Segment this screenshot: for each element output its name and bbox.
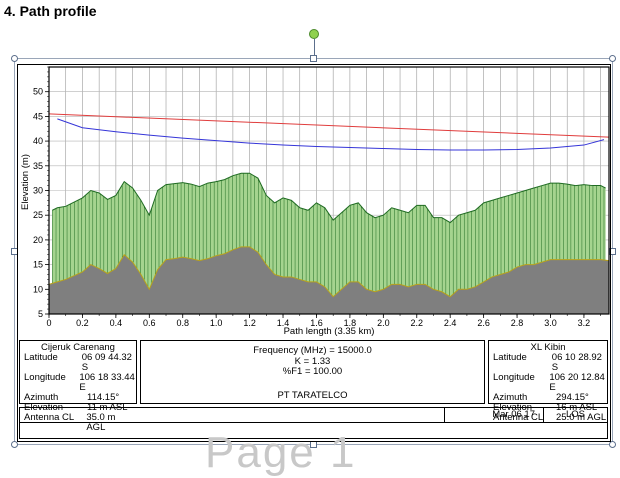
- link-parameters: Frequency (MHz) = 15000.0 K = 1.33 %F1 =…: [140, 340, 485, 404]
- x-tick-label: 2.4: [444, 318, 457, 328]
- x-tick-label: 3.0: [544, 318, 557, 328]
- resize-handle-top-right-icon[interactable]: [609, 55, 616, 62]
- site-right-info: XL Kibin Latitude 06 10 28.92 S Longitude 1…: [488, 340, 608, 423]
- site-left-row-key: Antenna CL: [24, 412, 75, 423]
- site-right-row-key: Longitude: [493, 372, 535, 383]
- y-tick-label: 15: [33, 260, 43, 270]
- rotation-handle-icon[interactable]: [309, 29, 319, 39]
- resize-handle-top-icon[interactable]: [310, 55, 317, 62]
- site-left-row-key: Azimuth: [24, 392, 59, 403]
- y-tick-label: 10: [33, 284, 43, 294]
- site-right-row: Latitude 06 10 28.92 S: [489, 353, 607, 373]
- site-left-row-value: 06 09 44.32 S: [81, 352, 132, 373]
- site-right-row-key: Azimuth: [493, 392, 528, 403]
- rotation-connector: [314, 39, 315, 58]
- y-tick-label: 50: [33, 87, 43, 97]
- title-block-date: Mar 06 17: [444, 407, 544, 423]
- plot-border: [48, 66, 610, 315]
- site-right-row: Azimuth 294.15°: [489, 393, 607, 403]
- terrain-line: [48, 246, 610, 298]
- x-tick-label: 1.6: [310, 318, 323, 328]
- x-tick-label: 3.2: [578, 318, 591, 328]
- title-block-cell-main: [19, 407, 445, 423]
- x-tick-label: 1.4: [277, 318, 290, 328]
- site-left-name: Cijeruk Carenang: [41, 342, 115, 353]
- y-tick-label: 5: [38, 309, 43, 319]
- y-axis-label: Elevation (m): [20, 154, 31, 210]
- chart-marks: [48, 113, 610, 314]
- site-right-row-value: 25.0 m AGL: [556, 412, 607, 423]
- section-heading: 4. Path profile: [4, 3, 97, 19]
- x-tick-label: 2.0: [377, 318, 390, 328]
- x-tick-label: 1.2: [243, 318, 256, 328]
- y-tick-label: 30: [33, 186, 43, 196]
- site-right-row-value: 06 10 28.92 S: [551, 352, 602, 373]
- site-left-row-value: 114.15°: [87, 392, 120, 403]
- x-tick-label: 0.6: [143, 318, 156, 328]
- x-tick-label: 0.4: [110, 318, 123, 328]
- x-tick-label: 2.6: [477, 318, 490, 328]
- site-left-row-value: 106 18 33.44 E: [79, 372, 135, 393]
- site-right-row: Antenna CL 25.0 m AGL: [489, 413, 607, 423]
- site-right-row-value: 106 20 12.84 E: [549, 372, 605, 393]
- line-of-sight: [48, 113, 610, 138]
- site-right-row: Longitude 106 20 12.84 E: [489, 373, 607, 393]
- x-tick-label: 0: [46, 318, 51, 328]
- resize-handle-bottom-right-icon[interactable]: [609, 441, 616, 448]
- site-right-row-value: 294.15°: [556, 392, 589, 403]
- site-right-name: XL Kibin: [530, 342, 566, 353]
- site-left-row-value: 35.0 m AGL: [86, 412, 116, 433]
- title-block-type: LOS: [543, 407, 608, 423]
- site-left-row: Antenna CL 35.0 m AGL: [20, 413, 136, 433]
- site-right-row-key: Latitude: [493, 352, 527, 363]
- y-tick-label: 45: [33, 111, 43, 121]
- x-tick-label: 2.2: [411, 318, 424, 328]
- site-left-row-key: Longitude: [24, 372, 66, 383]
- page-watermark: Page 1: [205, 428, 357, 477]
- fresnel-line: [57, 118, 605, 151]
- x-tick-label: 2.8: [511, 318, 524, 328]
- x-tick-label: 1.0: [210, 318, 223, 328]
- y-tick-label: 20: [33, 235, 43, 245]
- fresnel-percent-value: %F1 = 100.00: [282, 366, 343, 377]
- x-tick-label: 1.8: [344, 318, 357, 328]
- site-left-info: Cijeruk Carenang Latitude 06 09 44.32 S Lo…: [19, 340, 137, 433]
- x-tick-label: 0.8: [176, 318, 189, 328]
- site-left-row-key: Latitude: [24, 352, 58, 363]
- site-left-row: Latitude 06 09 44.32 S: [20, 353, 136, 373]
- site-left-row: Azimuth 114.15°: [20, 393, 136, 403]
- company-name: PT TARATELCO: [277, 389, 348, 401]
- k-factor-value: K = 1.33: [294, 355, 331, 367]
- x-tick-label: 0.2: [76, 318, 89, 328]
- y-tick-label: 40: [33, 136, 43, 146]
- clutter-line: [52, 172, 606, 224]
- resize-handle-top-left-icon[interactable]: [11, 55, 18, 62]
- resize-handle-bottom-left-icon[interactable]: [11, 441, 18, 448]
- site-right-row-key: Antenna CL: [493, 412, 544, 423]
- terrain-area: [49, 246, 609, 314]
- path-profile-chart: 0 0.2 0.4 0.6 0.8 1.0 1.2 1.4 1.6 1.8 2.0 2.2 2.4 2.6…: [20, 66, 610, 337]
- x-axis-label: Path length (3.35 km): [284, 326, 375, 337]
- y-tick-label: 25: [33, 210, 43, 220]
- frequency-value: Frequency (MHz) = 15000.0: [253, 345, 372, 356]
- y-tick-label: 35: [33, 161, 43, 171]
- site-left-row: Longitude 106 18 33.44 E: [20, 373, 136, 393]
- profile-report-frame: [17, 64, 611, 442]
